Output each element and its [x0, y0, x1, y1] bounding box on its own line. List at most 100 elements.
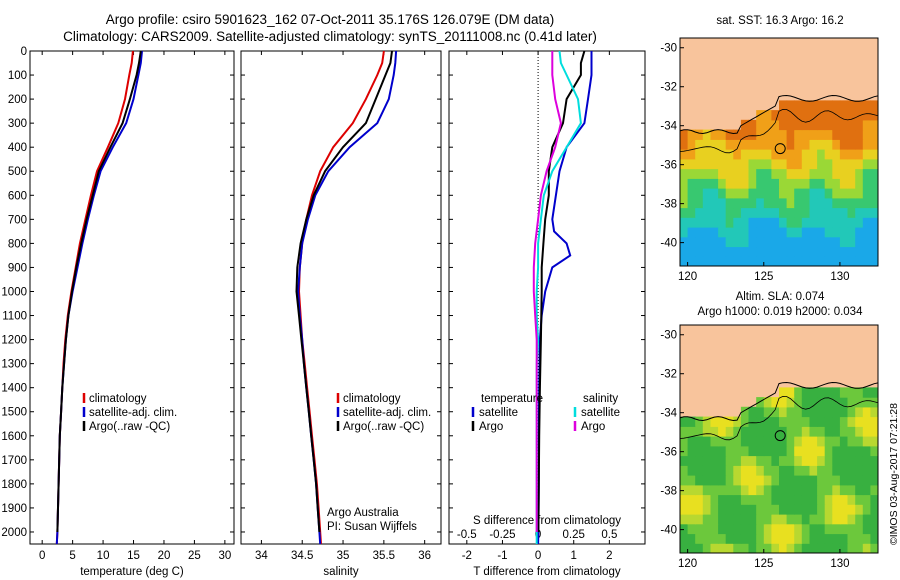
map-cell	[695, 475, 704, 486]
legend-label: satellite	[479, 407, 518, 419]
map-cell	[824, 217, 833, 228]
map-cell	[824, 246, 833, 257]
map-cell	[870, 504, 878, 515]
map-cell	[740, 178, 750, 189]
map-cell	[870, 207, 878, 218]
map-cell	[855, 139, 864, 150]
map-cell	[702, 129, 711, 140]
title-line-2: Climatology: CARS2009. Satellite-adjuste…	[63, 29, 597, 44]
map-cell	[763, 246, 772, 257]
map-cell	[702, 533, 711, 544]
secondary-x-tick-label: 0.25	[563, 529, 585, 541]
map-cell	[733, 217, 742, 228]
map-cell	[870, 236, 878, 248]
map-cell	[817, 436, 826, 447]
map-cell	[839, 494, 849, 505]
map-cell	[756, 543, 765, 553]
map-cell	[847, 178, 856, 189]
map-cell	[839, 543, 849, 553]
map-cell	[680, 188, 689, 199]
map-cell	[809, 246, 818, 257]
map-cell	[817, 387, 826, 398]
map-x-tick-label: 130	[830, 558, 849, 570]
map-cell	[817, 426, 826, 437]
map-cell	[832, 514, 841, 525]
shelf-contour	[680, 395, 878, 441]
map-cell	[847, 207, 856, 218]
map-cell	[832, 168, 841, 179]
map-cell	[756, 158, 765, 170]
map-cell	[779, 445, 788, 457]
map-cell	[710, 158, 719, 170]
map-cell	[763, 188, 772, 199]
map-cell	[855, 100, 864, 111]
map-cell	[847, 217, 856, 228]
map-cell	[740, 236, 750, 248]
map-cell	[786, 149, 795, 160]
map-cell	[748, 543, 757, 553]
map-cell	[680, 465, 689, 476]
map-cell	[718, 465, 727, 476]
map-y-tick-label: -32	[660, 82, 677, 94]
map-cell	[817, 217, 826, 228]
legend-label: climatology	[89, 393, 147, 405]
y-tick-label: 1100	[2, 311, 27, 323]
map-cell	[680, 543, 689, 553]
map-cell	[763, 514, 772, 525]
map-cell	[740, 445, 750, 457]
map-cell	[718, 168, 727, 179]
map-cell	[794, 484, 803, 496]
map-cell	[855, 149, 864, 160]
map-cell	[733, 227, 742, 238]
map-cell	[740, 227, 750, 238]
map-cell	[718, 484, 727, 496]
map-cell	[771, 188, 780, 199]
map-cell	[855, 514, 864, 525]
x-axis-label: T difference from climatology	[473, 566, 620, 578]
map-cell	[839, 139, 849, 150]
map-cell	[680, 227, 689, 238]
x-tick-label: 34	[255, 550, 268, 562]
map-cell	[847, 139, 856, 150]
map-cell	[847, 543, 856, 553]
map-cell	[794, 494, 803, 505]
map-cell	[801, 158, 810, 170]
map-cell	[786, 236, 795, 248]
map-cell	[824, 139, 833, 150]
map-cell	[710, 178, 719, 189]
map-cell	[824, 514, 833, 525]
map-frame	[679, 324, 879, 554]
map-cell	[763, 416, 772, 427]
map-y-tick-label: -32	[660, 369, 677, 381]
map-cell	[702, 475, 711, 486]
map-cell	[748, 504, 757, 515]
map-cell	[748, 246, 757, 257]
map-cell	[740, 139, 750, 150]
y-tick-label: 300	[8, 118, 27, 130]
map-cell	[855, 397, 864, 408]
map-cell	[855, 533, 864, 544]
x-tick-label: -1	[497, 550, 507, 562]
map-cell	[695, 465, 704, 476]
map-cell	[771, 139, 780, 150]
map-cell	[687, 139, 696, 150]
map-cell	[710, 494, 719, 505]
map-cell	[794, 139, 803, 150]
secondary-x-axis-label: S difference from climatology	[473, 515, 621, 527]
map-cell	[839, 455, 849, 466]
map-cell	[824, 197, 833, 209]
map-cell	[725, 533, 734, 544]
map-cell	[718, 523, 727, 535]
map-cell	[809, 100, 818, 111]
map-cell	[687, 494, 696, 505]
map-cell	[702, 246, 711, 257]
map-cell	[817, 523, 826, 535]
map-cell	[695, 227, 704, 238]
map-cell	[794, 236, 803, 248]
map-cell	[756, 484, 765, 496]
map-cell	[855, 416, 864, 427]
map-cell	[763, 445, 772, 457]
map-cell	[847, 416, 856, 427]
map-cell	[839, 504, 849, 515]
map-cell	[687, 227, 696, 238]
